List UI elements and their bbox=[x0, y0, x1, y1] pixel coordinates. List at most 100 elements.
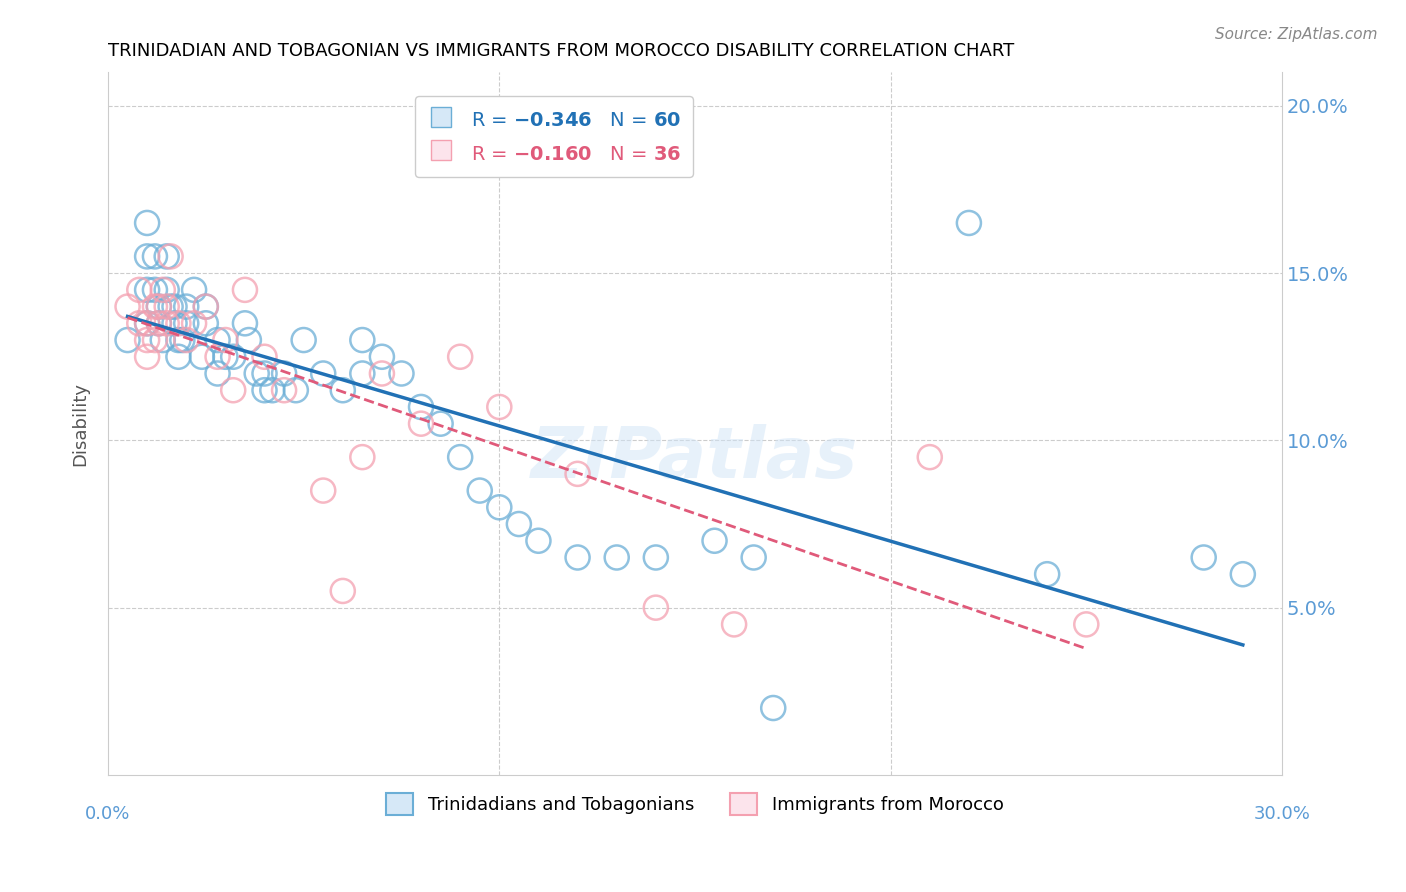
Point bbox=[762, 701, 785, 715]
Point bbox=[148, 300, 170, 314]
Point bbox=[214, 350, 236, 364]
Point bbox=[253, 350, 276, 364]
Point bbox=[567, 467, 589, 481]
Point bbox=[312, 483, 335, 498]
Point bbox=[136, 249, 159, 263]
Point bbox=[332, 583, 354, 598]
Point bbox=[136, 283, 159, 297]
Point bbox=[273, 383, 295, 397]
Point bbox=[644, 600, 666, 615]
Point bbox=[957, 216, 980, 230]
Point bbox=[284, 383, 307, 397]
Point bbox=[183, 283, 205, 297]
Point bbox=[488, 500, 510, 515]
Text: 0.0%: 0.0% bbox=[86, 805, 131, 823]
Point bbox=[391, 367, 413, 381]
Text: TRINIDADIAN AND TOBAGONIAN VS IMMIGRANTS FROM MOROCCO DISABILITY CORRELATION CHA: TRINIDADIAN AND TOBAGONIAN VS IMMIGRANTS… bbox=[108, 42, 1014, 60]
Point bbox=[262, 383, 284, 397]
Point bbox=[409, 417, 432, 431]
Point bbox=[159, 300, 181, 314]
Point bbox=[1192, 550, 1215, 565]
Point bbox=[136, 350, 159, 364]
Point bbox=[253, 367, 276, 381]
Text: Source: ZipAtlas.com: Source: ZipAtlas.com bbox=[1215, 27, 1378, 42]
Point bbox=[207, 367, 229, 381]
Point bbox=[128, 283, 150, 297]
Point bbox=[174, 333, 197, 347]
Point bbox=[1036, 567, 1059, 582]
Point bbox=[449, 450, 471, 464]
Point bbox=[136, 316, 159, 330]
Text: ZIPatlas: ZIPatlas bbox=[531, 425, 859, 493]
Point bbox=[606, 550, 628, 565]
Point bbox=[703, 533, 725, 548]
Point bbox=[508, 516, 530, 531]
Point bbox=[742, 550, 765, 565]
Point bbox=[194, 300, 217, 314]
Point bbox=[174, 316, 197, 330]
Point bbox=[233, 283, 256, 297]
Point bbox=[222, 350, 245, 364]
Point bbox=[222, 383, 245, 397]
Point bbox=[409, 400, 432, 414]
Point bbox=[136, 216, 159, 230]
Point bbox=[1076, 617, 1098, 632]
Y-axis label: Disability: Disability bbox=[72, 382, 89, 466]
Point bbox=[167, 333, 190, 347]
Point bbox=[488, 400, 510, 414]
Point bbox=[148, 300, 170, 314]
Point bbox=[352, 367, 374, 381]
Point bbox=[233, 316, 256, 330]
Point bbox=[273, 367, 295, 381]
Point bbox=[148, 316, 170, 330]
Point bbox=[352, 450, 374, 464]
Point bbox=[1232, 567, 1254, 582]
Point bbox=[148, 316, 170, 330]
Point bbox=[174, 300, 197, 314]
Point bbox=[136, 333, 159, 347]
Legend: Trinidadians and Tobagonians, Immigrants from Morocco: Trinidadians and Tobagonians, Immigrants… bbox=[380, 786, 1011, 822]
Point bbox=[332, 383, 354, 397]
Point bbox=[152, 333, 174, 347]
Point bbox=[172, 333, 194, 347]
Point bbox=[207, 350, 229, 364]
Point bbox=[163, 300, 186, 314]
Point bbox=[143, 300, 166, 314]
Text: 30.0%: 30.0% bbox=[1254, 805, 1310, 823]
Point bbox=[156, 283, 179, 297]
Point bbox=[143, 333, 166, 347]
Point bbox=[644, 550, 666, 565]
Point bbox=[183, 316, 205, 330]
Point bbox=[371, 367, 394, 381]
Point bbox=[191, 350, 214, 364]
Point bbox=[156, 249, 179, 263]
Point bbox=[143, 283, 166, 297]
Point bbox=[371, 350, 394, 364]
Point bbox=[152, 283, 174, 297]
Point bbox=[429, 417, 451, 431]
Point bbox=[253, 383, 276, 397]
Point bbox=[567, 550, 589, 565]
Point bbox=[238, 333, 260, 347]
Point bbox=[918, 450, 941, 464]
Point bbox=[449, 350, 471, 364]
Point bbox=[207, 333, 229, 347]
Point bbox=[352, 333, 374, 347]
Point bbox=[292, 333, 315, 347]
Point bbox=[156, 316, 179, 330]
Point bbox=[159, 249, 181, 263]
Point bbox=[246, 367, 269, 381]
Point bbox=[214, 333, 236, 347]
Point bbox=[723, 617, 745, 632]
Point bbox=[128, 316, 150, 330]
Point bbox=[117, 333, 139, 347]
Point bbox=[167, 316, 190, 330]
Point bbox=[167, 350, 190, 364]
Point bbox=[194, 316, 217, 330]
Point bbox=[117, 300, 139, 314]
Point bbox=[136, 316, 159, 330]
Point bbox=[143, 249, 166, 263]
Point bbox=[312, 367, 335, 381]
Point bbox=[527, 533, 550, 548]
Point bbox=[468, 483, 491, 498]
